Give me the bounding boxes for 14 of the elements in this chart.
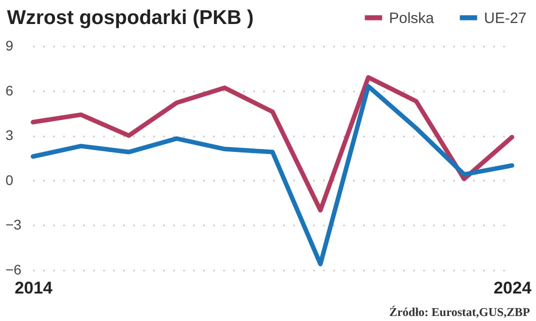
line-series xyxy=(30,84,514,266)
y-tick-label: 3 xyxy=(6,127,14,144)
legend-label: Polska xyxy=(389,10,435,27)
y-tick-label: −3 xyxy=(6,216,22,233)
y-tick-label: 9 xyxy=(6,38,14,54)
chart-title: Wzrost gospodarki (PKB ) xyxy=(7,7,254,29)
text: Źródło: Eurostat,GUS,ZBP xyxy=(389,305,530,319)
legend-label: UE-27 xyxy=(484,10,527,27)
x-tick-label: 2014 xyxy=(14,278,53,298)
x-tick-label: 2024 xyxy=(494,278,532,298)
y-tick-label: 0 xyxy=(6,172,14,188)
y-tick-label: 6 xyxy=(6,82,14,98)
y-tick-label: −6 xyxy=(6,262,22,278)
line-series xyxy=(30,75,514,213)
